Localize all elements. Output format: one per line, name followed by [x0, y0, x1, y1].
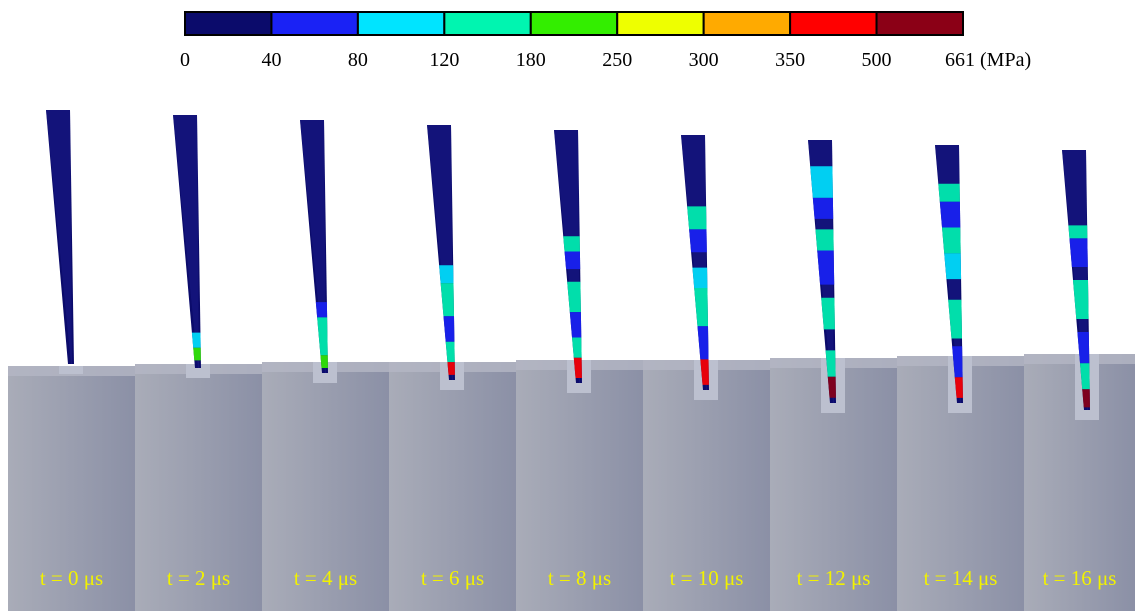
stress-band — [1068, 225, 1088, 239]
stress-band — [692, 267, 708, 288]
colorbar-segment — [270, 11, 359, 36]
stress-band — [825, 350, 836, 377]
stress-band — [812, 197, 834, 219]
stress-band — [317, 317, 328, 356]
stress-band — [1080, 363, 1090, 390]
stress-band — [697, 326, 709, 360]
stress-band — [440, 283, 454, 317]
colorbar-segment — [789, 11, 878, 36]
stress-band — [1069, 238, 1088, 267]
colorbar: 0 40 80 120 180 250 300 350 500 661 (MPa) — [180, 11, 1031, 71]
panels: t = 0 μs t = 2 μs t = 4 μs t = 6 μs t = 8 μs… — [8, 110, 1135, 611]
stress-band — [689, 229, 707, 253]
stress-band — [447, 362, 455, 375]
stress-band — [193, 347, 201, 361]
stress-band — [700, 359, 709, 385]
stress-band — [569, 312, 582, 338]
stress-band — [445, 341, 455, 363]
stress-band — [1073, 280, 1089, 319]
needle-edge — [46, 110, 72, 364]
stress-band — [567, 281, 581, 313]
colorbar-segment — [529, 11, 619, 36]
colorbar-label: 180 — [516, 49, 546, 71]
stress-band — [564, 251, 581, 270]
stress-band — [563, 236, 580, 252]
stress-band — [939, 201, 961, 228]
specimen — [262, 362, 389, 611]
stress-band — [1077, 332, 1090, 364]
colorbar-label: 350 — [775, 49, 805, 71]
time-label: t = 6 μs — [421, 566, 484, 590]
stress-band — [694, 288, 708, 327]
colorbar-segment — [443, 11, 532, 36]
time-label: t = 2 μs — [167, 566, 230, 590]
colorbar-label: 661 (MPa) — [945, 49, 1031, 71]
specimen — [8, 366, 135, 611]
stress-band — [827, 376, 836, 398]
crater — [59, 366, 83, 374]
time-label: t = 4 μs — [294, 566, 357, 590]
stress-band — [1082, 389, 1090, 408]
time-label: t = 8 μs — [548, 566, 611, 590]
colorbar-segment — [702, 11, 792, 36]
colorbar-label: 120 — [429, 49, 459, 71]
stress-band — [948, 299, 962, 339]
specimen — [516, 360, 643, 611]
time-label: t = 0 μs — [40, 566, 103, 590]
stress-band — [821, 297, 835, 330]
stress-band — [954, 377, 963, 398]
time-label: t = 12 μs — [797, 566, 871, 590]
stress-band — [439, 265, 454, 284]
colorbar-segment — [184, 11, 273, 36]
time-label: t = 14 μs — [924, 566, 998, 590]
stress-band — [810, 166, 833, 198]
stress-band — [191, 332, 201, 348]
stress-band — [942, 227, 961, 254]
colorbar-label: 250 — [602, 49, 632, 71]
stress-band — [687, 206, 707, 230]
colorbar-segment — [356, 11, 446, 36]
colorbar-segment — [616, 11, 705, 36]
stress-band — [817, 250, 835, 285]
crater — [186, 364, 210, 378]
specimen — [135, 364, 262, 611]
stress-band — [944, 253, 962, 280]
colorbar-label: 0 — [180, 49, 190, 71]
needle-edge — [173, 115, 199, 368]
colorbar-label: 80 — [348, 49, 368, 71]
stress-band — [572, 337, 582, 358]
stress-band — [815, 229, 834, 251]
stress-band — [443, 316, 455, 342]
colorbar-label: 300 — [689, 49, 719, 71]
stress-band — [573, 357, 582, 378]
time-label: t = 10 μs — [670, 566, 744, 590]
stress-band — [315, 302, 328, 318]
colorbar-label: 40 — [261, 49, 281, 71]
stress-band — [952, 346, 963, 378]
time-label: t = 16 μs — [1043, 566, 1117, 590]
specimen — [643, 360, 770, 611]
colorbar-label: 500 — [862, 49, 892, 71]
stress-band — [320, 355, 328, 368]
specimen — [389, 362, 516, 611]
stress-band — [938, 183, 960, 202]
colorbar-segment — [875, 11, 964, 36]
